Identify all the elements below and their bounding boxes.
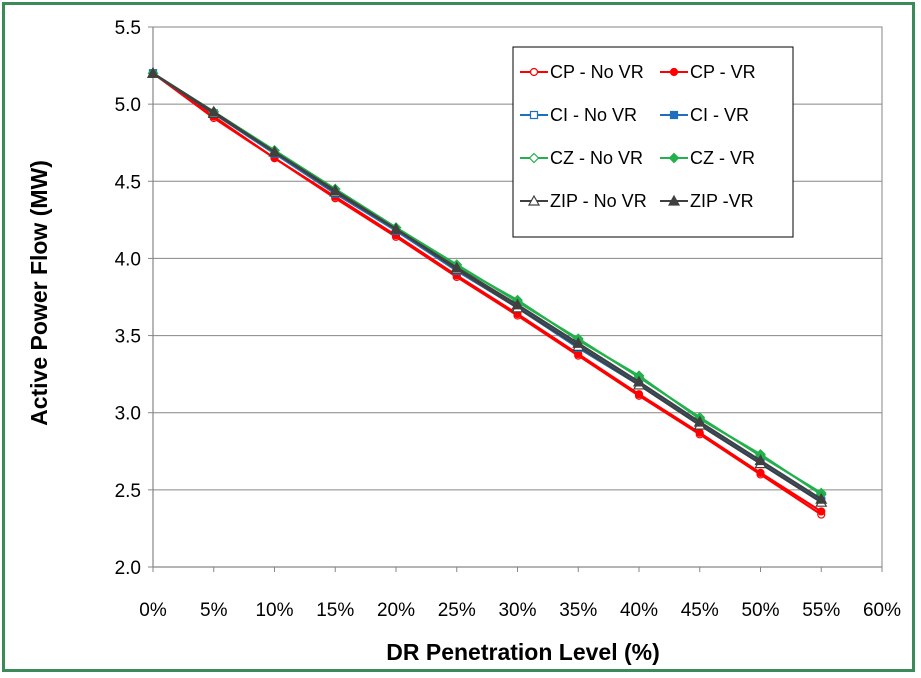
legend-label: CZ - VR <box>690 148 755 168</box>
data-point <box>634 390 644 399</box>
legend-label: CI - No VR <box>550 105 637 125</box>
legend-swatch-marker <box>528 152 540 164</box>
data-point <box>817 507 826 516</box>
data-point <box>756 468 765 477</box>
legend-item: CZ - VR <box>660 148 755 168</box>
legend-swatch-marker <box>668 152 680 164</box>
legend-swatch-marker <box>529 110 539 120</box>
x-tick-label: 35% <box>559 600 597 621</box>
series-line <box>152 72 822 501</box>
legend-label: ZIP - No VR <box>550 191 647 211</box>
x-tick-label: 10% <box>255 600 293 621</box>
y-tick-label: 5.5 <box>115 18 141 39</box>
legend-label: ZIP -VR <box>690 191 754 211</box>
x-tick-label: 55% <box>802 600 840 621</box>
data-point <box>632 375 646 387</box>
x-tick-label: 0% <box>139 600 167 621</box>
data-point <box>329 184 342 196</box>
x-tick-label: 60% <box>863 600 901 621</box>
legend-label: CZ - No VR <box>550 148 643 168</box>
legend: CP - No VR CP - VR CI - No VR CI - VR CZ - N… <box>512 46 794 238</box>
y-axis-title: Active Power Flow (MW) <box>26 160 52 426</box>
x-tick-label: 45% <box>681 600 719 621</box>
data-point <box>389 222 403 234</box>
series-layer <box>146 67 828 519</box>
legend-item: CP - No VR <box>520 62 644 82</box>
y-tick-label: 2.0 <box>115 558 141 579</box>
data-point <box>207 105 220 117</box>
axes <box>148 26 883 572</box>
data-point <box>146 67 160 78</box>
legend-item: CI - VR <box>660 105 749 125</box>
legend-item: CZ - No VR <box>520 148 643 168</box>
x-tick-label: 15% <box>316 600 354 621</box>
y-tick-label: 3.0 <box>115 404 141 425</box>
legend-label: CP - No VR <box>550 62 644 82</box>
series-7 <box>146 67 828 504</box>
data-point <box>693 415 706 427</box>
legend-swatch-marker <box>667 194 681 206</box>
y-tick-label: 4.0 <box>115 249 141 270</box>
tick-labels: 2.0 2.5 3.0 3.5 4.0 4.5 5.0 5.5 0% 5% 10% 15% 20% 25%… <box>115 18 902 621</box>
data-point <box>268 145 281 157</box>
legend-swatch-marker <box>527 194 541 206</box>
legend-swatch-marker <box>669 67 679 77</box>
x-tick-label: 20% <box>377 600 415 621</box>
x-tick-label: 25% <box>438 600 476 621</box>
x-tick-label: 30% <box>498 600 536 621</box>
x-tick-label: 5% <box>200 600 228 621</box>
legend-swatch-marker <box>529 67 539 77</box>
y-tick-label: 5.0 <box>115 95 141 116</box>
legend-item: ZIP - No VR <box>520 191 647 211</box>
legend-label: CP - VR <box>690 62 756 82</box>
x-tick-label: 50% <box>741 600 779 621</box>
y-tick-label: 4.5 <box>115 172 141 193</box>
y-tick-label: 2.5 <box>115 481 141 502</box>
data-point <box>511 298 524 310</box>
legend-item: ZIP -VR <box>660 191 754 211</box>
data-point <box>572 337 585 348</box>
legend-swatch-marker <box>669 110 679 120</box>
series-line <box>152 72 822 513</box>
legend-item: CP - VR <box>660 62 756 82</box>
legend-box <box>512 46 794 238</box>
data-point <box>695 428 704 437</box>
x-axis-title: DR Penetration Level (%) <box>386 639 660 665</box>
x-tick-label: 40% <box>620 600 658 621</box>
legend-item: CI - No VR <box>520 105 637 125</box>
data-point <box>815 492 828 504</box>
y-tick-label: 3.5 <box>115 327 141 348</box>
data-point <box>450 261 463 273</box>
data-point <box>754 454 767 466</box>
legend-label: CI - VR <box>690 105 749 125</box>
